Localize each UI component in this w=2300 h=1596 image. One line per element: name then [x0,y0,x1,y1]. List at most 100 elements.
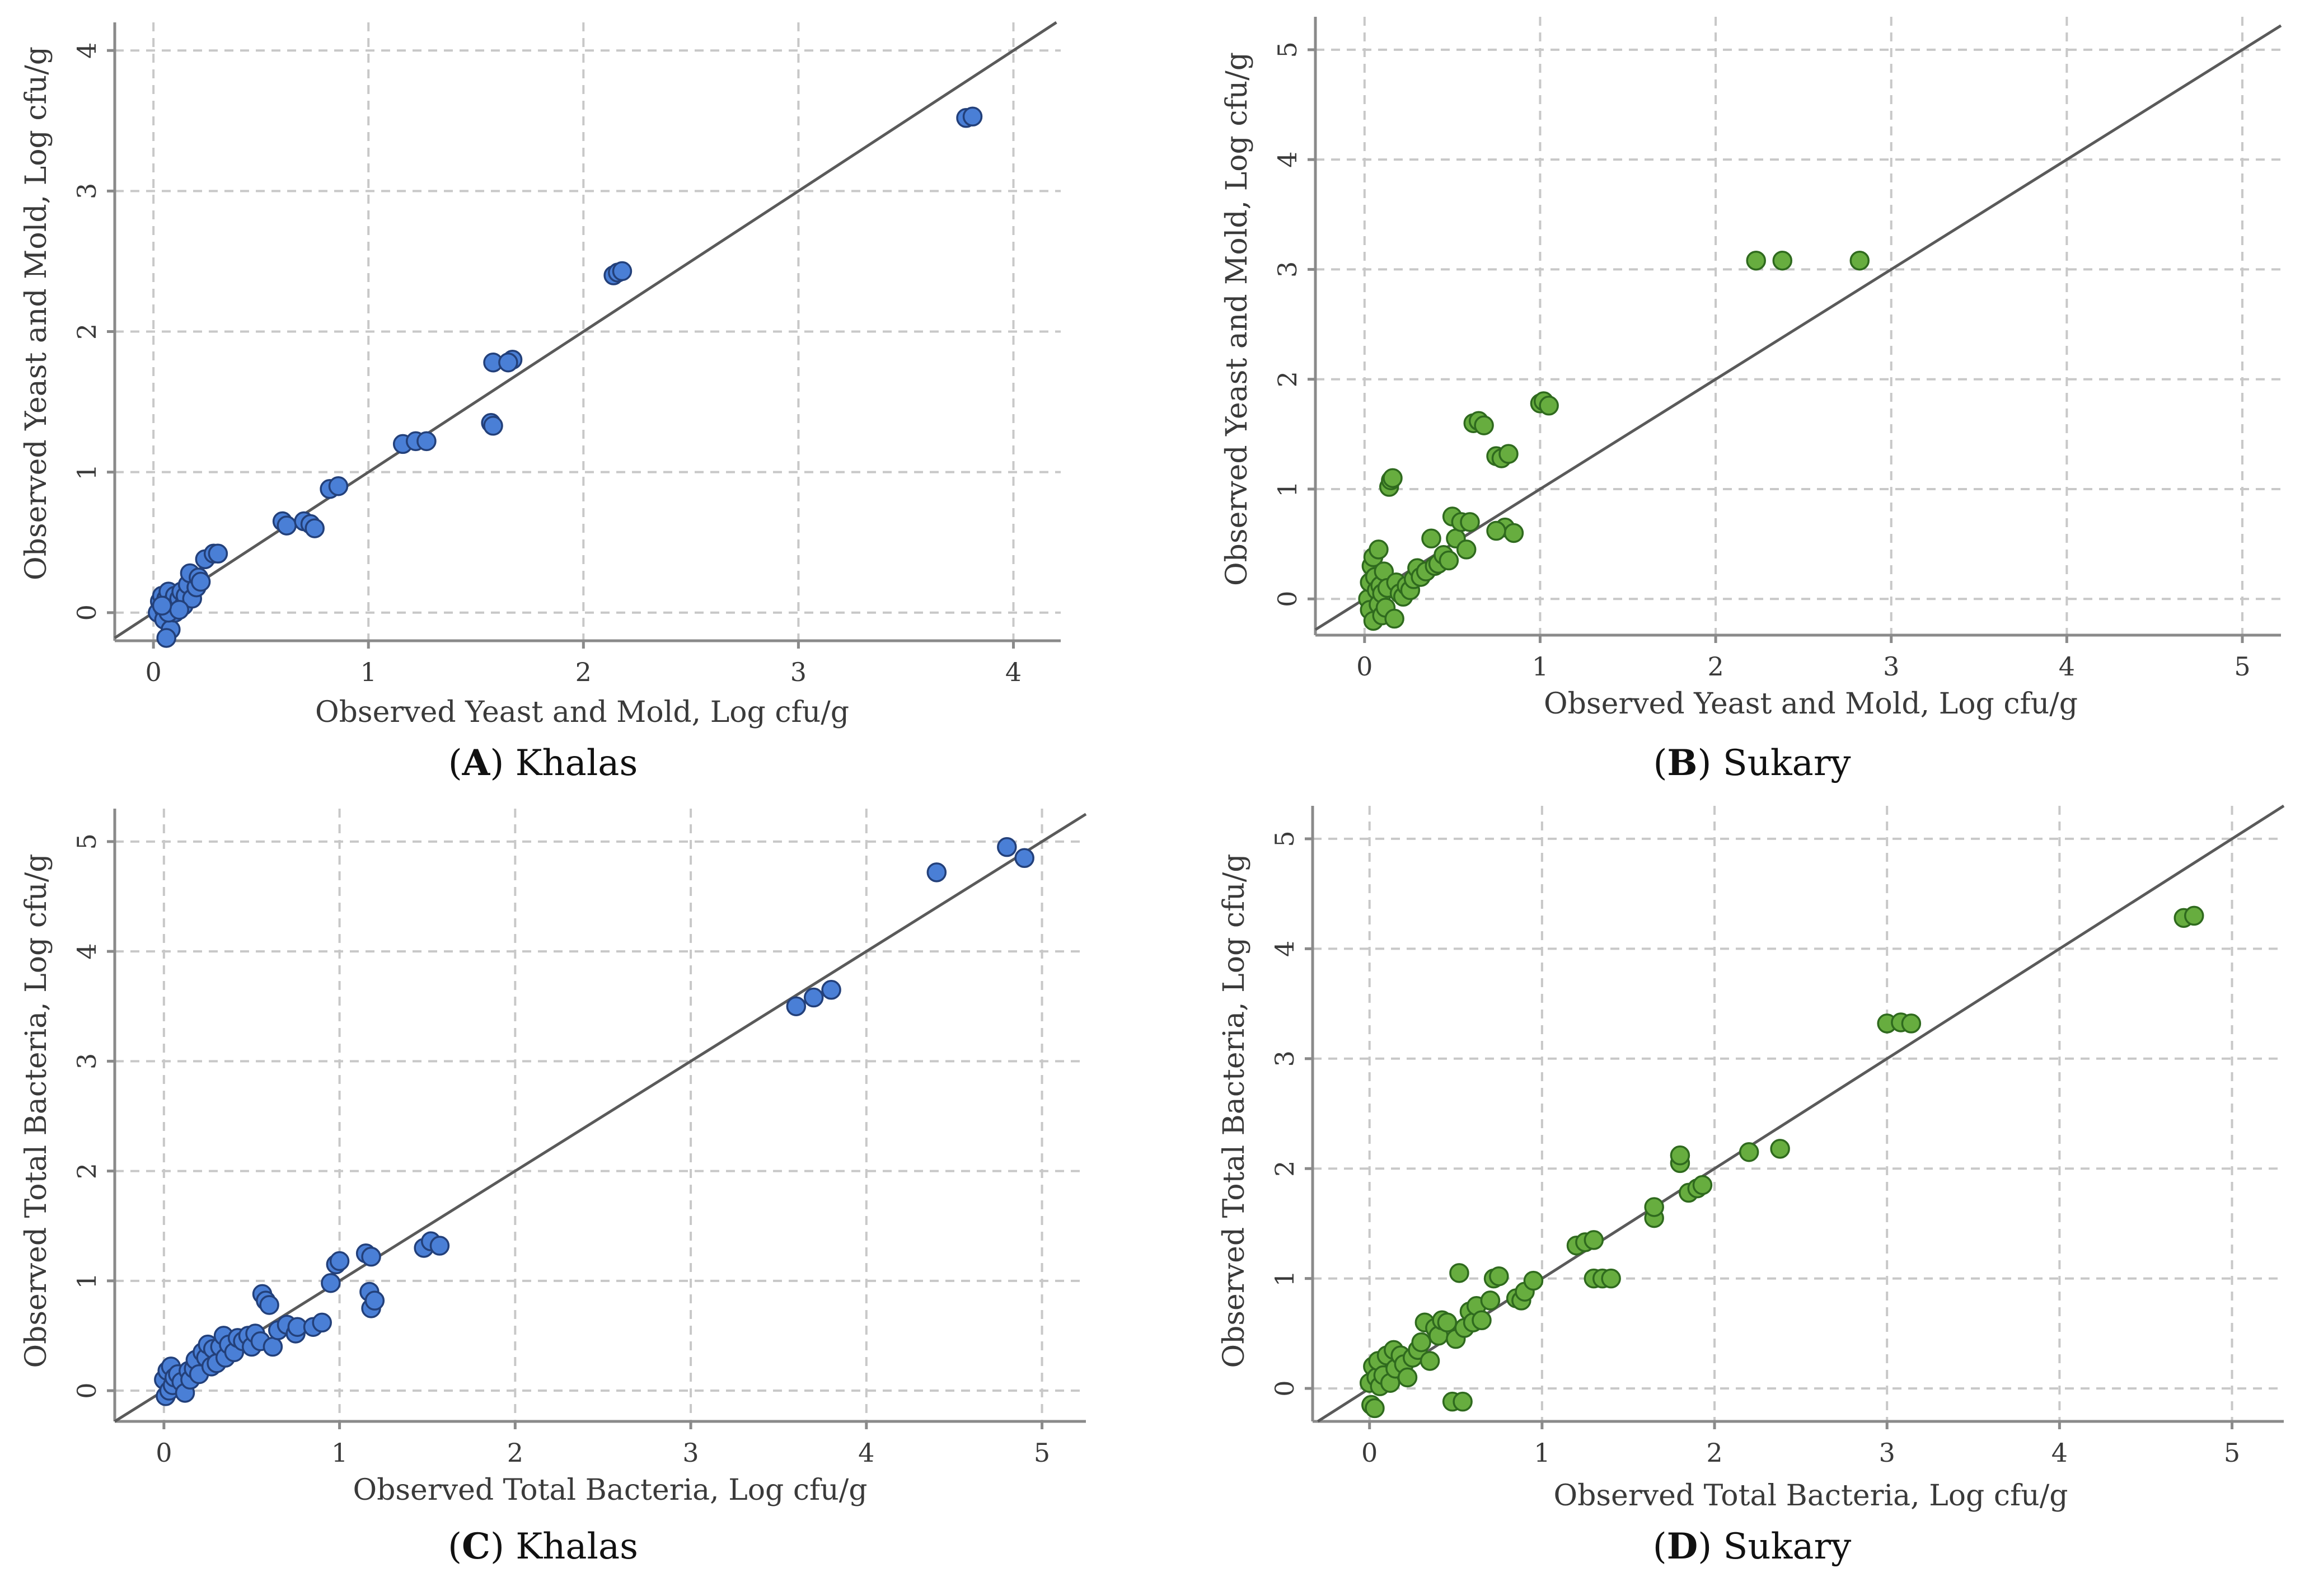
panel-b-xtick-label: 1 [1532,651,1548,682]
panel-a-point [152,595,172,616]
panel-a-x-axis-label: Observed Yeast and Mold, Log cfu/g [315,696,849,729]
panel-a-ytick-label: 4 [72,43,102,59]
panel-b-point [1772,250,1793,271]
panel-a-caption-text: Khalas [516,743,638,784]
panel-a: 0 1 2 3 4 0 1 2 3 4 Observed Yeast and Mold, Log c… [20,21,1061,784]
panel-d-point [1411,1332,1431,1353]
panel-b-ytick-label: 4 [1272,152,1303,168]
panel-c-caption-letter: C [462,1525,490,1567]
panel-c-point [429,1236,450,1256]
panel-a-caption-letter: A [462,742,491,784]
panel-b-point [1849,250,1870,271]
panel-b-ytick-label: 5 [1272,41,1303,58]
panel-d-x-axis-label: Observed Total Bacteria, Log cfu/g [1553,1479,2068,1513]
panel-a-point [156,628,176,648]
panel-a-point [208,543,228,564]
panel-c-xtick-label: 5 [1034,1438,1050,1468]
panel-d-point [1480,1290,1501,1311]
panel-d-point [1437,1312,1458,1332]
panel-c-xtick-label: 2 [507,1438,523,1468]
panel-a-point [498,353,518,373]
panel-b-point [1539,396,1559,416]
panel-d-ytick-label: 1 [1270,1270,1300,1287]
panel-a-point [190,571,211,592]
panel-d-point [1692,1175,1713,1195]
panel-c-point [312,1312,332,1333]
panel-a-y-axis-label: Observed Yeast and Mold, Log cfu/g [20,46,53,580]
panel-b-point [1460,512,1480,532]
panel-a-xtick-label: 0 [145,657,161,687]
panel-d-point [1449,1263,1469,1283]
panel-d-point [1453,1391,1473,1412]
panel-d-point [1472,1310,1492,1331]
panel-c-xtick-label: 0 [156,1438,172,1468]
panel-c-point [1014,848,1034,869]
panel-c-xtick-label: 1 [331,1438,348,1468]
panel-b-point [1384,608,1404,629]
panel-d-point [1397,1367,1418,1388]
panel-b-point [1421,528,1441,549]
panel-d-caption-paren-close: ) [1698,1526,1723,1567]
panel-c-reference-line [114,813,1087,1423]
panel-d-ytick-label: 5 [1270,830,1300,847]
panel-d-ytick-label: 4 [1270,941,1300,957]
panel-d-xtick-label: 1 [1534,1438,1550,1468]
panel-d-point [1365,1398,1385,1419]
panel-c-xtick-label: 4 [858,1438,874,1468]
panel-a-ytick-label: 0 [72,604,102,621]
panel-b-point [1369,539,1389,560]
panel-d-point [1584,1230,1604,1250]
panel-a-xtick-label: 2 [575,657,592,687]
panel-a-xtick-label: 4 [1005,657,1022,687]
panel-d-caption: (D) Sukary [1653,1525,1852,1567]
panel-d-caption-letter: D [1667,1525,1698,1567]
panel-d-xtick-label: 5 [2224,1438,2240,1468]
panel-d-ytick-label: 2 [1270,1161,1300,1177]
panel-c-point [361,1246,381,1267]
panel-d-point [1601,1268,1621,1289]
panel-c-caption-paren-open: ( [448,1526,462,1567]
panel-d-point [1489,1266,1509,1287]
panel-d: 0 1 2 3 4 5 0 1 2 3 4 5 Observed Total Bacteria, Log… [1217,804,2285,1567]
panel-b-point [1456,539,1477,560]
panel-a-ytick-label: 1 [72,464,102,480]
panel-b-point [1439,550,1459,571]
panel-d-ytick-label: 3 [1270,1050,1300,1067]
panel-c-ytick-label: 5 [72,833,102,849]
panel-d-xtick-label: 0 [1361,1438,1378,1468]
panel-d-caption-paren-open: ( [1653,1526,1667,1567]
panel-a-point [416,431,437,452]
panel-a-point [277,515,297,536]
panel-d-point [1770,1139,1790,1159]
panel-c-caption-paren-close: ) [490,1526,516,1567]
panel-d-y-axis-label: Observed Total Bacteria, Log cfu/g [1217,853,1251,1368]
panel-b-xtick-label: 3 [1883,651,1899,682]
panel-c-xtick-label: 3 [682,1438,699,1468]
panel-a-reference-line [114,21,1057,640]
panel-c-ytick-label: 0 [72,1382,102,1398]
panel-b-point [1503,523,1524,543]
panel-b-caption-paren-open: ( [1653,743,1667,784]
panel-d-xtick-label: 3 [1879,1438,1895,1468]
panel-a-caption-paren-open: ( [448,743,462,784]
panel-c-point [364,1290,385,1311]
panel-a-point [305,518,325,538]
panel-b-point [1746,250,1766,271]
panel-c-x-axis-label: Observed Total Bacteria, Log cfu/g [353,1473,867,1507]
panel-a-point [483,416,503,436]
panel-b-caption: (B) Sukary [1653,742,1851,784]
panel-a-point [962,106,983,127]
panel-a-point [169,600,189,620]
panel-d-point [1644,1197,1664,1217]
panel-c-point [263,1336,283,1357]
panel-a-point [612,261,633,281]
panel-b-caption-letter: B [1667,742,1697,784]
panel-c-ytick-label: 3 [72,1053,102,1069]
panel-a-xtick-label: 3 [790,657,807,687]
panel-d-xtick-label: 4 [2051,1438,2068,1468]
panel-c-ytick-label: 2 [72,1163,102,1179]
panel-d-point [1739,1142,1759,1162]
panel-b-ytick-label: 0 [1272,591,1303,607]
panel-b-point [1474,415,1494,435]
